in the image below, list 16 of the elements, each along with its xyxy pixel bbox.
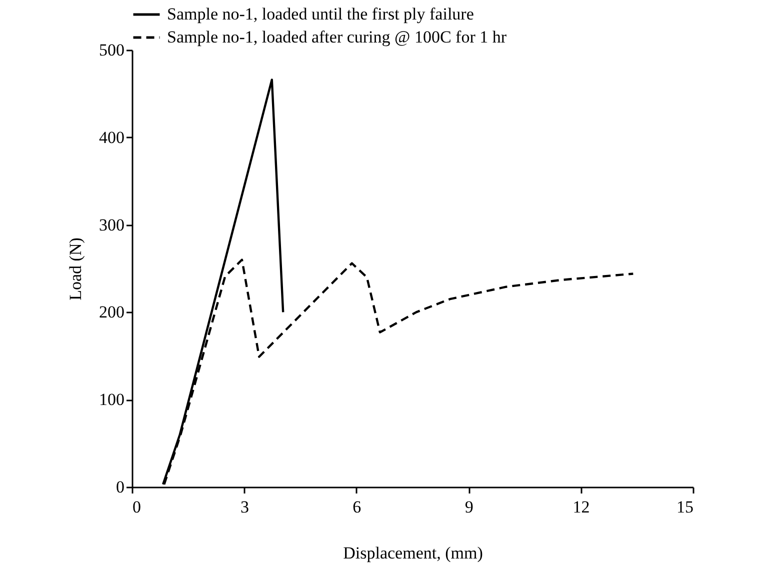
legend-label: Sample no-1, loaded after curing @ 100C for 1 hr (167, 28, 507, 46)
x-tick-label: 6 (352, 498, 362, 516)
legend-label: Sample no-1, loaded until the first ply failure (167, 4, 474, 24)
x-axis-title: Displacement, (mm) (343, 544, 483, 562)
x-tick-label: 9 (464, 498, 474, 516)
y-tick-label: 300 (99, 215, 124, 234)
y-tick-label: 400 (99, 128, 124, 147)
x-tick-label: 0 (132, 498, 141, 516)
x-tick-label: 3 (240, 498, 249, 516)
y-axis-title: Load (N) (66, 238, 85, 300)
x-tick-label: 15 (676, 498, 694, 516)
y-tick-label: 200 (99, 302, 124, 322)
y-tick-label: 100 (99, 390, 124, 410)
y-tick-label: 500 (99, 40, 124, 60)
x-tick-label: 12 (572, 498, 590, 516)
y-tick-label: 0 (116, 478, 124, 496)
